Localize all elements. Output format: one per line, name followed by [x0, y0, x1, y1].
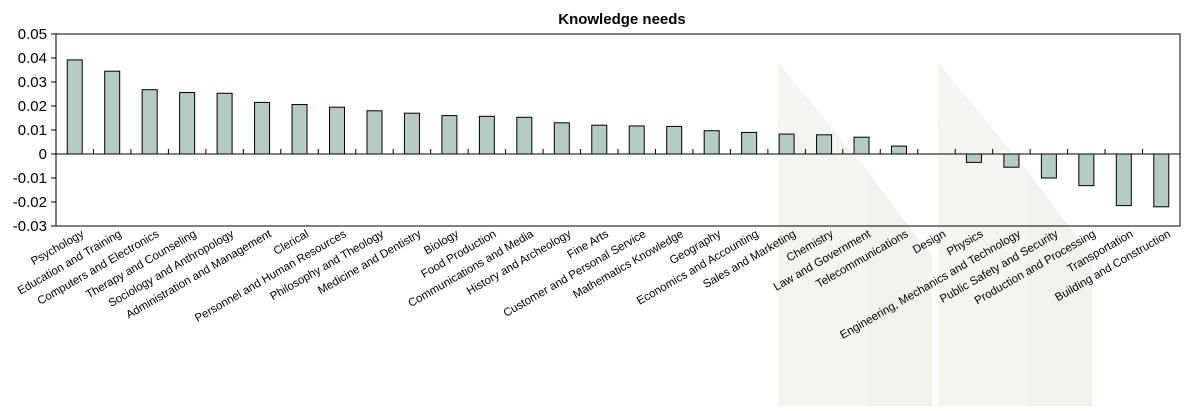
bar [966, 154, 981, 162]
bar [892, 146, 907, 154]
bar [442, 116, 457, 154]
bar [255, 102, 270, 154]
chart-title: Knowledge needs [558, 11, 686, 28]
bar [1154, 154, 1169, 207]
bar [517, 117, 532, 154]
y-tick-label: 0.01 [18, 122, 47, 139]
bar [292, 105, 307, 154]
bar [180, 93, 195, 154]
y-tick-label: 0.05 [18, 26, 47, 43]
bar [592, 125, 607, 154]
bar [1116, 154, 1131, 206]
y-tick-label: 0 [39, 146, 47, 163]
bar [817, 135, 832, 154]
y-tick-label: 0.02 [18, 98, 47, 115]
bar [742, 132, 757, 154]
bar [67, 60, 82, 154]
bar [667, 126, 682, 154]
bar [1004, 154, 1019, 167]
bar [330, 107, 345, 154]
bar [1079, 154, 1094, 186]
bar [779, 134, 794, 154]
bar [479, 116, 494, 154]
y-tick-label: 0.04 [18, 50, 47, 67]
bar [217, 93, 232, 154]
bar [142, 90, 157, 154]
y-tick-label: 0.03 [18, 74, 47, 91]
y-tick-label: -0.01 [13, 170, 47, 187]
bar [854, 137, 869, 154]
bar [105, 71, 120, 154]
y-tick-label: -0.02 [13, 194, 47, 211]
bar [704, 131, 719, 154]
bar [1041, 154, 1056, 178]
y-axis: 0.05 0.04 0.03 0.02 0.01 0 -0.01 -0.02 -0.03 [13, 26, 56, 235]
bar [367, 111, 382, 154]
bar [404, 113, 419, 154]
y-tick-label: -0.03 [13, 218, 47, 235]
bar [554, 123, 569, 154]
bar [629, 126, 644, 154]
